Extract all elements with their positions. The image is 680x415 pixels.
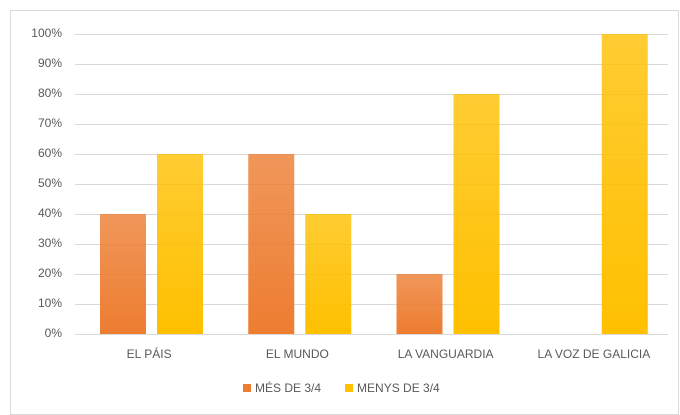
- legend-swatch: [243, 384, 251, 392]
- bar: [100, 214, 146, 334]
- y-tick-label: 50%: [38, 176, 62, 190]
- y-tick-label: 40%: [38, 206, 62, 220]
- y-tick-label: 90%: [38, 56, 62, 70]
- y-tick-label: 10%: [38, 296, 62, 310]
- x-tick-label: EL MUNDO: [266, 347, 329, 361]
- y-tick-label: 0%: [45, 326, 63, 340]
- bar: [396, 274, 443, 334]
- y-tick-label: 80%: [38, 86, 62, 100]
- y-tick-label: 100%: [31, 26, 62, 40]
- x-tick-label: LA VOZ DE GALICIA: [538, 347, 651, 361]
- bar: [601, 34, 648, 334]
- bar: [248, 154, 295, 334]
- bar: [453, 94, 500, 334]
- legend-label: MENYS DE 3/4: [357, 381, 440, 395]
- legend-label: MÉS DE 3/4: [255, 380, 321, 395]
- x-tick-label: EL PÁIS: [127, 346, 172, 361]
- bar: [157, 154, 203, 334]
- y-tick-label: 60%: [38, 146, 62, 160]
- x-tick-label: LA VANGUARDIA: [398, 347, 494, 361]
- bar: [305, 214, 352, 334]
- y-tick-label: 70%: [38, 116, 62, 130]
- legend-swatch: [345, 384, 354, 392]
- chart-frame: [10, 10, 679, 415]
- y-tick-label: 30%: [38, 236, 62, 250]
- y-tick-label: 20%: [38, 266, 62, 280]
